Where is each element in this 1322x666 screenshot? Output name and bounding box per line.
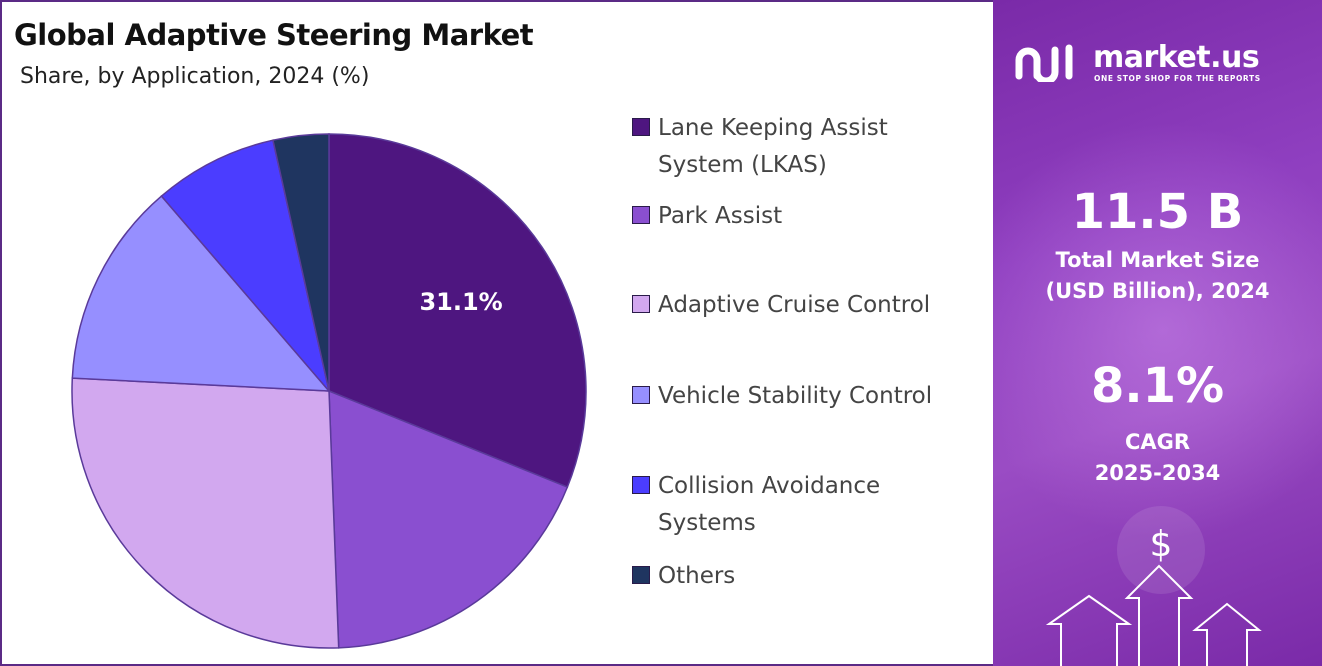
legend-item-lkas: Lane Keeping Assist System (LKAS) — [632, 110, 968, 184]
legend-label: Collision Avoidance Systems — [658, 473, 881, 536]
logo-icon — [1015, 44, 1073, 82]
market-size-value: 11.5 B — [1071, 184, 1244, 240]
pie-slice-4 — [160, 139, 330, 392]
pie-data-label: 31.1% — [419, 288, 502, 316]
logo-tagline: ONE STOP SHOP FOR THE REPORTS — [1094, 74, 1261, 83]
up-arrow-icon — [1045, 594, 1133, 666]
pie-slice-3 — [71, 195, 331, 392]
legend-swatch — [632, 476, 650, 494]
legend-label: Adaptive Cruise Control — [658, 292, 931, 318]
legend-swatch — [632, 295, 650, 313]
legend-item-vehicle-stability-control: Vehicle Stability Control — [632, 378, 968, 415]
cagr-value: 8.1% — [1090, 358, 1225, 414]
legend-label: Others — [658, 563, 736, 589]
legend-label: Park Assist — [658, 203, 783, 229]
legend-swatch — [632, 118, 650, 136]
legend-item-adaptive-cruise-control: Adaptive Cruise Control — [632, 287, 968, 324]
market-us-logo: market.us ONE STOP SHOP FOR THE REPORTS — [1013, 40, 1303, 90]
chart-panel: Global Adaptive Steering Market Share, b… — [0, 0, 993, 666]
legend-label: Vehicle Stability Control — [658, 383, 933, 409]
dollar-icon: $ — [1150, 524, 1173, 565]
info-panel: market.us ONE STOP SHOP FOR THE REPORTS … — [993, 0, 1322, 666]
legend-swatch — [632, 566, 650, 584]
legend-item-collision-avoidance: Collision Avoidance Systems — [632, 468, 968, 542]
market-size-label: Total Market Size — [1055, 248, 1260, 272]
pie-slice-1 — [328, 389, 569, 649]
coin-circle-icon — [1117, 506, 1205, 594]
legend-item-others: Others — [632, 558, 968, 595]
legend-label: Lane Keeping Assist System (LKAS) — [658, 115, 888, 178]
market-size-label-year: (USD Billion), 2024 — [1045, 279, 1270, 303]
pie-slice-2 — [71, 377, 340, 649]
legend-swatch — [632, 386, 650, 404]
pie-chart: 31.1% — [71, 133, 587, 649]
growth-arrows-decoration: $ — [1045, 506, 1262, 666]
cagr-period: 2025-2034 — [1094, 461, 1221, 485]
logo-text: market.us — [1093, 40, 1260, 75]
up-arrow-icon — [1124, 564, 1194, 666]
legend-swatch — [632, 206, 650, 224]
chart-subtitle: Share, by Application, 2024 (%) — [20, 64, 370, 89]
pie-slice-5 — [272, 133, 330, 392]
background-glow — [993, 120, 1322, 540]
up-arrow-icon — [1192, 602, 1262, 666]
legend-item-park-assist: Park Assist — [632, 198, 968, 235]
cagr-label: CAGR — [1124, 430, 1191, 454]
chart-title: Global Adaptive Steering Market — [14, 18, 534, 52]
pie-slice-0 — [328, 133, 587, 489]
